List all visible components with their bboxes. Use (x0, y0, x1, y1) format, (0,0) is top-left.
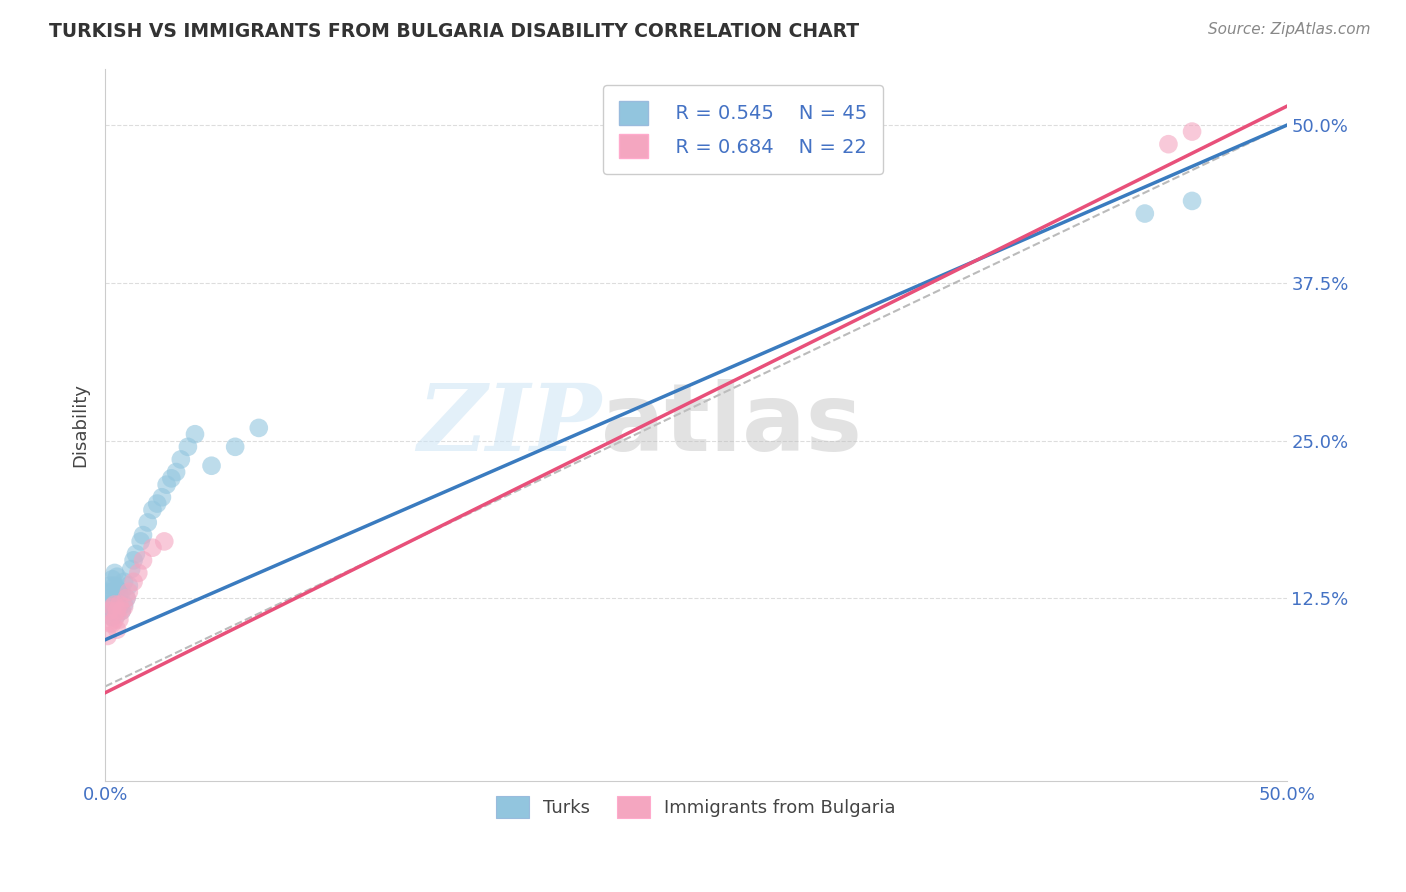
Point (115, 591, 138, 606)
Point (112, 599, 135, 614)
Point (105, 623, 128, 637)
Point (1181, 194, 1204, 208)
Point (108, 599, 131, 614)
Point (153, 534, 176, 549)
Point (98, 578, 121, 592)
Point (165, 465, 187, 479)
Point (101, 599, 124, 614)
Point (97, 585, 120, 599)
Point (156, 477, 179, 491)
Point (1133, 206, 1156, 220)
Point (98, 604, 121, 618)
Point (104, 598, 127, 612)
Point (118, 585, 141, 599)
Point (111, 585, 134, 599)
Point (111, 604, 134, 618)
Point (101, 585, 124, 599)
Point (127, 566, 149, 580)
Point (170, 452, 193, 467)
Point (125, 547, 148, 561)
Point (136, 516, 159, 530)
Point (115, 591, 138, 606)
Y-axis label: Disability: Disability (72, 383, 89, 467)
Point (101, 610, 124, 624)
Point (120, 562, 142, 576)
Point (177, 440, 200, 454)
Point (98, 604, 121, 618)
Point (105, 570, 128, 584)
Point (98, 591, 121, 606)
Point (247, 421, 270, 435)
Point (104, 613, 127, 627)
Point (122, 574, 145, 589)
Point (200, 458, 222, 473)
Text: atlas: atlas (602, 379, 862, 471)
Point (97, 629, 120, 643)
Point (108, 598, 131, 612)
Point (160, 471, 183, 485)
Point (98, 616, 121, 631)
Point (129, 534, 152, 549)
Point (108, 613, 131, 627)
Text: TURKISH VS IMMIGRANTS FROM BULGARIA DISABILITY CORRELATION CHART: TURKISH VS IMMIGRANTS FROM BULGARIA DISA… (49, 22, 859, 41)
Point (105, 595, 128, 609)
Point (111, 604, 134, 618)
Text: Source: ZipAtlas.com: Source: ZipAtlas.com (1208, 22, 1371, 37)
Point (105, 607, 128, 622)
Point (104, 578, 127, 592)
Point (101, 572, 124, 586)
Point (105, 582, 128, 597)
Point (1181, 125, 1204, 139)
Point (104, 591, 127, 606)
Point (105, 604, 128, 618)
Point (141, 541, 163, 555)
Point (97, 598, 120, 612)
Point (132, 553, 155, 567)
Point (141, 503, 163, 517)
Point (112, 598, 135, 612)
Text: ZIP: ZIP (418, 380, 602, 470)
Point (101, 616, 124, 631)
Point (1157, 137, 1180, 152)
Point (104, 604, 127, 618)
Point (224, 440, 246, 454)
Point (122, 553, 145, 567)
Legend: Turks, Immigrants from Bulgaria: Turks, Immigrants from Bulgaria (489, 789, 903, 825)
Point (150, 490, 173, 504)
Point (104, 566, 127, 580)
Point (108, 587, 131, 601)
Point (118, 578, 141, 592)
Point (146, 497, 169, 511)
Point (112, 574, 135, 589)
Point (101, 598, 124, 612)
Point (184, 427, 207, 442)
Point (132, 528, 155, 542)
